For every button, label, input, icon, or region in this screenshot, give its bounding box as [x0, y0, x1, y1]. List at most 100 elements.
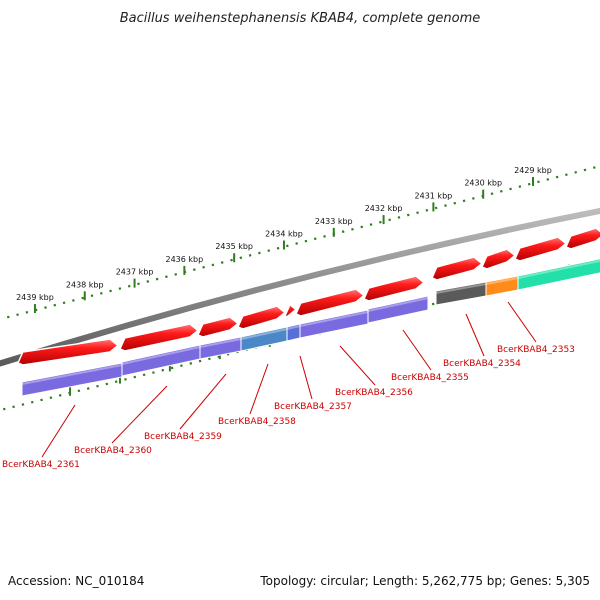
- gene-block-highlight: [199, 338, 242, 348]
- forward-gene-arrow: [363, 275, 426, 302]
- ruler-dot: [397, 216, 401, 219]
- gene-block-highlight: [435, 283, 487, 294]
- lower-ruler-dot: [152, 371, 155, 374]
- ruler-dot: [137, 282, 140, 286]
- lower-ruler-dot: [12, 405, 15, 409]
- ruler-dot: [109, 289, 112, 293]
- ruler-dot: [248, 254, 252, 257]
- ruler-dot: [53, 303, 57, 307]
- lower-ruler-dot: [114, 380, 118, 383]
- forward-gene-arrow: [237, 305, 287, 330]
- lower-ruler-dot: [2, 407, 6, 411]
- label-leader-lines: [41, 301, 537, 458]
- ruler-dot: [285, 244, 289, 248]
- ruler-label: 2439 kbp: [16, 293, 54, 302]
- ruler-dot: [546, 178, 550, 181]
- forward-gene-arrow: [565, 227, 600, 250]
- ruler-label: 2438 kbp: [66, 280, 104, 289]
- ruler-dot: [239, 256, 243, 260]
- forward-gene-arrow: [514, 236, 568, 262]
- ruler-dot: [90, 294, 94, 298]
- ruler-dot: [313, 237, 317, 241]
- ruler-dot: [490, 192, 494, 196]
- gene-label: BcerKBAB4_2357: [274, 402, 352, 412]
- ruler-dot: [202, 265, 205, 269]
- lower-ruler-dot: [133, 375, 137, 379]
- ruler-dot: [592, 166, 596, 169]
- label-leader: [41, 404, 76, 458]
- ruler-dot: [155, 277, 159, 281]
- ruler-label: 2433 kbp: [315, 217, 353, 226]
- ruler-dot: [583, 168, 587, 172]
- ruler-dot: [44, 306, 47, 309]
- ruler-dot: [351, 227, 354, 231]
- gene-labels: BcerKBAB4_2353 BcerKBAB4_2354 BcerKBAB4_23…: [2, 345, 575, 470]
- gene-label: BcerKBAB4_2358: [218, 417, 296, 427]
- ruler-dot: [425, 208, 429, 212]
- ruler-dot: [453, 201, 457, 205]
- lower-ruler-dot: [189, 362, 193, 365]
- lower-ruler-dot: [124, 378, 127, 381]
- gene-block-highlight: [121, 346, 201, 365]
- label-leader: [111, 385, 168, 444]
- ruler-dot: [369, 223, 373, 226]
- ruler-dot: [25, 310, 29, 314]
- ruler-label: 2432 kbp: [365, 204, 403, 213]
- ruler-dot: [360, 225, 364, 229]
- ruler-dot: [165, 275, 168, 279]
- ruler-dot: [230, 258, 233, 262]
- ruler-dot: [99, 292, 103, 295]
- forward-gene-arrow: [284, 302, 298, 319]
- gene-label: BcerKBAB4_2361: [2, 460, 80, 470]
- lower-ruler-dot: [161, 368, 165, 372]
- gene-label: BcerKBAB4_2360: [74, 446, 152, 456]
- lower-ruler-dot: [105, 382, 109, 386]
- gene-block-highlight: [367, 297, 429, 312]
- ruler-label: 2429 kbp: [514, 166, 552, 175]
- gene-block: [21, 362, 123, 397]
- ruler-dot: [388, 218, 391, 222]
- lower-ruler-dot: [142, 373, 146, 377]
- lower-ruler-dot: [431, 302, 435, 306]
- ruler-dot: [72, 299, 75, 302]
- ruler-dot: [192, 268, 196, 271]
- accession-text: Accession: NC_010184: [8, 574, 145, 588]
- ruler-dot: [146, 280, 150, 283]
- lower-ruler-dot: [58, 394, 62, 397]
- label-leader: [507, 301, 537, 343]
- ruler-dot: [323, 235, 326, 238]
- lower-ruler-dot: [208, 357, 211, 361]
- ruler-label: 2436 kbp: [166, 255, 204, 264]
- gene-label: BcerKBAB4_2359: [144, 432, 222, 442]
- ruler-dot: [518, 185, 522, 188]
- gene-label: BcerKBAB4_2354: [443, 359, 521, 369]
- label-leader: [339, 345, 376, 386]
- label-leader: [249, 363, 269, 415]
- ruler-label: 2430 kbp: [464, 179, 502, 188]
- lower-ruler-dot: [198, 359, 202, 363]
- ruler-dot: [81, 296, 85, 300]
- ruler-label: 2431 kbp: [415, 191, 453, 200]
- ruler-label: 2434 kbp: [265, 230, 303, 239]
- ruler-dot: [509, 187, 512, 191]
- map-title: Bacillus weihenstephanensis KBAB4, compl…: [120, 11, 481, 26]
- gene-label: BcerKBAB4_2356: [335, 388, 413, 398]
- forward-gene-arrow: [431, 256, 484, 281]
- gene-block-highlight: [299, 311, 369, 327]
- ruler-dot: [118, 287, 122, 290]
- ruler-dot: [127, 284, 131, 288]
- lower-ruler-dot: [96, 384, 99, 388]
- ruler-dot: [565, 173, 568, 177]
- ruler-dot: [6, 315, 10, 319]
- gene-block-highlight: [240, 328, 288, 340]
- genome-backbone: [0, 207, 600, 367]
- ruler-dot: [220, 261, 224, 264]
- ruler-dot: [258, 251, 261, 255]
- ruler-dot: [406, 213, 410, 217]
- lower-ruler-dot: [30, 400, 34, 404]
- ruler-dot: [174, 273, 178, 276]
- forward-gene-arrow: [197, 316, 240, 338]
- lower-ruler-dot: [86, 387, 90, 390]
- label-leader: [402, 329, 432, 371]
